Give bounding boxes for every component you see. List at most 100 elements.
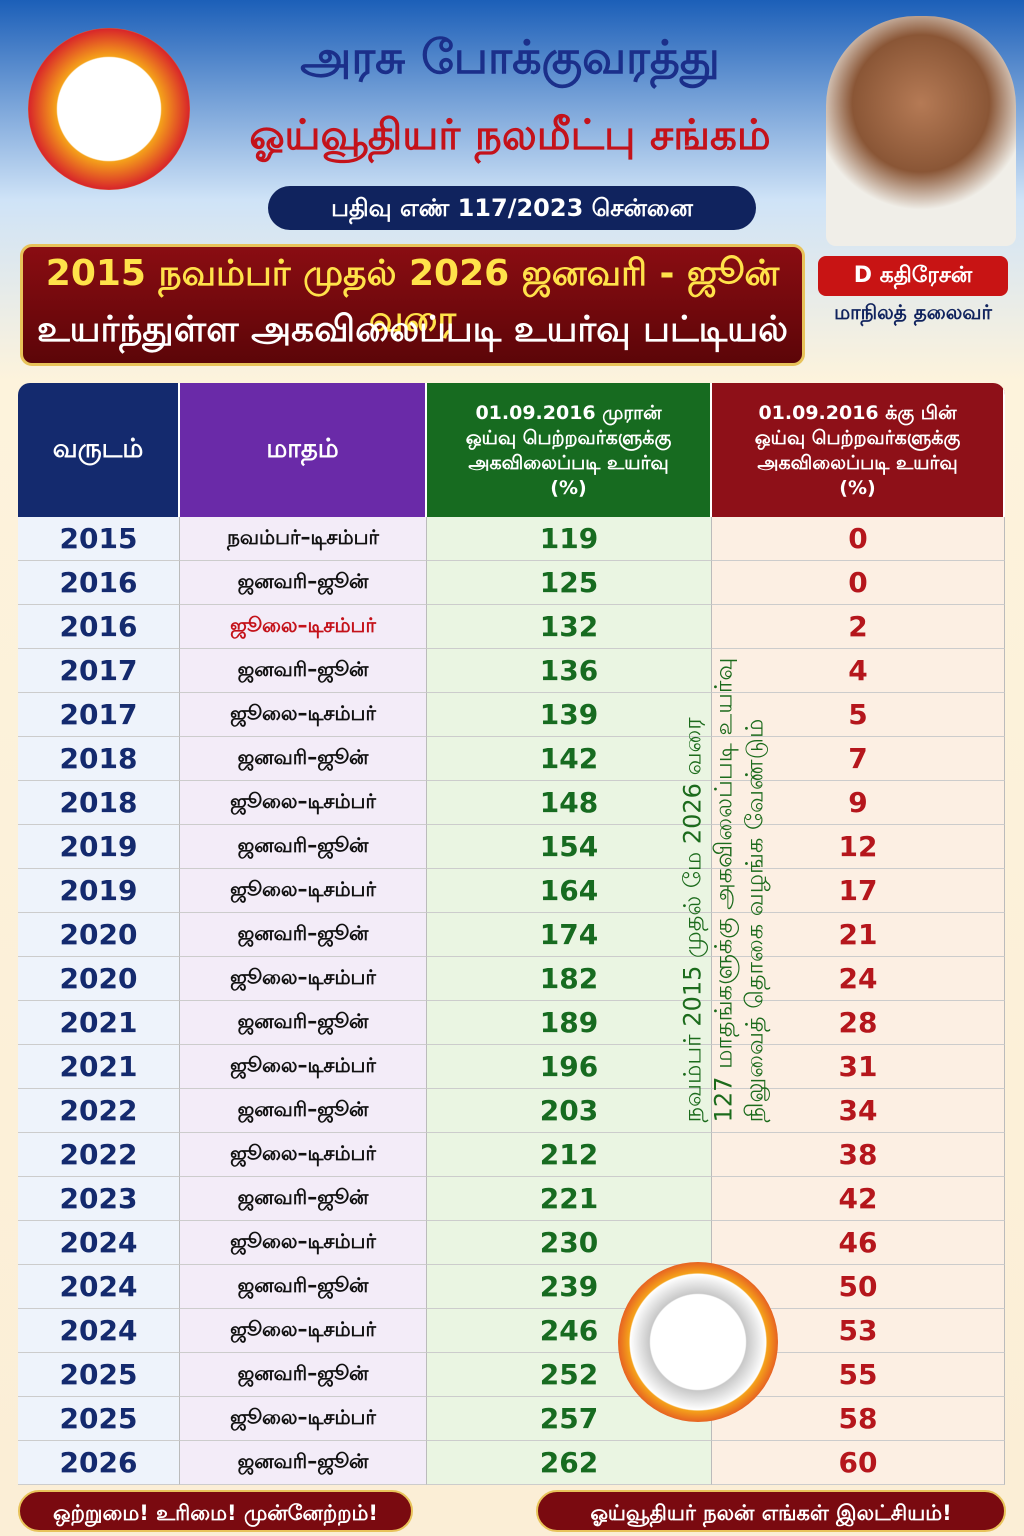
header-line: 01.09.2016 முரான் — [475, 401, 662, 424]
table-cell: ஜனவரி–ஜூன் — [180, 1089, 427, 1133]
table-cell: 4 — [712, 649, 1005, 693]
table-cell: 230 — [427, 1221, 712, 1265]
table-cell: 2017 — [18, 693, 180, 737]
table-cell: ஜனவரி–ஜூன் — [180, 825, 427, 869]
table-cell: 38 — [712, 1133, 1005, 1177]
table-cell: 7 — [712, 737, 1005, 781]
table-cell: 2020 — [18, 957, 180, 1001]
table-cell: 174 — [427, 913, 712, 957]
leader-role: மாநிலத் தலைவர் — [834, 300, 992, 324]
table-cell: 2022 — [18, 1089, 180, 1133]
table-cell: ஜூலை–டிசம்பர் — [180, 781, 427, 825]
note-line: நவம்பர் 2015 முதல் மே 2026 வரை — [678, 717, 707, 1123]
table-cell: ஜூலை–டிசம்பர் — [180, 1045, 427, 1089]
table-cell: ஜனவரி–ஜூன் — [180, 1353, 427, 1397]
table-cell: 2019 — [18, 869, 180, 913]
registration: பதிவு எண் 117/2023 சென்னை — [268, 186, 756, 230]
header-line: ஒய்வு பெற்றவர்களுக்கு — [754, 426, 961, 449]
table-cell: ஜூலை–டிசம்பர் — [180, 869, 427, 913]
table-cell: 2015 — [18, 517, 180, 561]
table-cell: 2018 — [18, 781, 180, 825]
table-cell: 2017 — [18, 649, 180, 693]
header-line: (%) — [550, 476, 587, 499]
table-cell: 212 — [427, 1133, 712, 1177]
table-cell: ஜூலை–டிசம்பர் — [180, 1397, 427, 1441]
table-cell: 0 — [712, 561, 1005, 605]
note: நவம்பர் 2015 முதல் மே 2026 வரை 127 மாதங்க… — [640, 580, 810, 1200]
table-cell: 2026 — [18, 1441, 180, 1485]
logo — [28, 28, 190, 190]
banner: 2015 நவம்பர் முதல் 2026 ஜனவரி - ஜூன் வரை… — [20, 244, 805, 366]
leader-photo — [826, 16, 1016, 246]
table-cell: 2024 — [18, 1221, 180, 1265]
header-line: அகவிலைப்படி உயர்வு — [468, 451, 669, 474]
footer-left: ஒற்றுமை! உரிமை! முன்னேற்றம்! — [18, 1490, 413, 1532]
leader-name: D கதிரேசன் — [818, 256, 1008, 296]
table-cell: 262 — [427, 1441, 712, 1485]
header-line: அகவிலைப்படி உயர்வு — [757, 451, 958, 474]
table-cell: 154 — [427, 825, 712, 869]
table-cell: ஜூலை–டிசம்பர் — [180, 1133, 427, 1177]
column-header: மாதம் — [180, 383, 427, 517]
table-cell: 189 — [427, 1001, 712, 1045]
banner-line: 2015 நவம்பர் முதல் 2026 ஜனவரி - ஜூன் வரை — [45, 253, 780, 340]
table-cell: 182 — [427, 957, 712, 1001]
table-cell: 139 — [427, 693, 712, 737]
table-cell: 21 — [712, 913, 1005, 957]
table-cell: 125 — [427, 561, 712, 605]
table-cell: 34 — [712, 1089, 1005, 1133]
header-line: மாதம் — [266, 433, 339, 464]
header-line: 01.09.2016 க்கு பின் — [758, 401, 957, 424]
note-line: நிலுவைத் தொகை வழங்க வேண்டும் — [740, 718, 769, 1123]
table-cell: 2024 — [18, 1309, 180, 1353]
table-cell: 2019 — [18, 825, 180, 869]
table-cell: ஜனவரி–ஜூன் — [180, 1441, 427, 1485]
table-cell: 9 — [712, 781, 1005, 825]
table-cell: 2022 — [18, 1133, 180, 1177]
table-cell: ஜனவரி–ஜூன் — [180, 913, 427, 957]
table-cell: ஜூலை–டிசம்பர் — [180, 605, 427, 649]
table-cell: 2024 — [18, 1265, 180, 1309]
table-cell: 2021 — [18, 1001, 180, 1045]
table-cell: 2025 — [18, 1353, 180, 1397]
table-cell: ஜூலை–டிசம்பர் — [180, 1221, 427, 1265]
banner-line: உயர்ந்துள்ள அகவிலைப்படி உயர்வு பட்டியல் — [36, 309, 789, 350]
table-cell: 2 — [712, 605, 1005, 649]
column-header: வருடம் — [18, 383, 180, 517]
header-line: ஒய்வு பெற்றவர்களுக்கு — [465, 426, 672, 449]
table-cell: ஜூலை–டிசம்பர் — [180, 693, 427, 737]
table-cell: 24 — [712, 957, 1005, 1001]
subtitle: ஓய்வூதியர் நலமீட்பு சங்கம் — [249, 110, 771, 159]
table-cell: 12 — [712, 825, 1005, 869]
table-cell: 142 — [427, 737, 712, 781]
header-line: (%) — [839, 476, 876, 499]
table-cell: 132 — [427, 605, 712, 649]
table-cell: 2016 — [18, 561, 180, 605]
table-cell: 17 — [712, 869, 1005, 913]
table-cell: 0 — [712, 517, 1005, 561]
table-cell: 221 — [427, 1177, 712, 1221]
table-cell: 46 — [712, 1221, 1005, 1265]
title: அரசு போக்குவரத்து — [300, 30, 720, 84]
column-header: 01.09.2016 க்கு பின் ஒய்வு பெற்றவர்களுக்க… — [712, 383, 1005, 517]
table-cell: 119 — [427, 517, 712, 561]
table-cell: 196 — [427, 1045, 712, 1089]
table-cell: ஜனவரி–ஜூன் — [180, 1001, 427, 1045]
footer-right: ஓய்வூதியர் நலன் எங்கள் இலட்சியம்! — [536, 1490, 1006, 1532]
table-cell: 136 — [427, 649, 712, 693]
logo — [618, 1262, 778, 1422]
table-cell: 2025 — [18, 1397, 180, 1441]
table-cell: 31 — [712, 1045, 1005, 1089]
table-cell: 2016 — [18, 605, 180, 649]
table-cell: 58 — [712, 1397, 1005, 1441]
table-cell: ஜனவரி–ஜூன் — [180, 1177, 427, 1221]
table-cell: ஜனவரி–ஜூன் — [180, 561, 427, 605]
table-cell: 2020 — [18, 913, 180, 957]
table-cell: 148 — [427, 781, 712, 825]
table-cell: ஜூலை–டிசம்பர் — [180, 1309, 427, 1353]
table-cell: ஜனவரி–ஜூன் — [180, 737, 427, 781]
table-cell: 28 — [712, 1001, 1005, 1045]
table-cell: 5 — [712, 693, 1005, 737]
table-cell: 42 — [712, 1177, 1005, 1221]
